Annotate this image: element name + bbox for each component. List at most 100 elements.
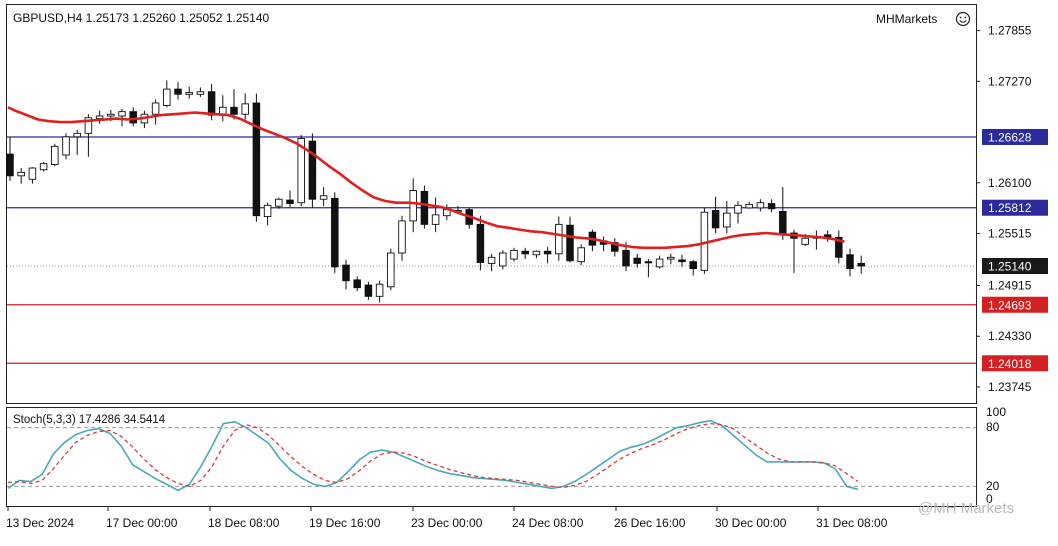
stoch-k-line [7,419,859,492]
candle-bull [499,252,507,267]
level-price-tag: 1.26628 [988,130,1032,144]
candle-bear [207,91,216,116]
stoch-panel-frame [6,407,977,507]
time-tick-label: 26 Dec 16:00 [614,516,686,530]
candle-bear [230,106,238,115]
candle-bull [241,103,249,115]
candle-bull [745,203,753,209]
candle-bull [532,250,541,256]
candle-bear [543,250,552,255]
candle-bull [185,92,193,95]
price-panel-frame [6,4,977,404]
candle-bull [398,220,406,254]
candle-bull [73,132,81,138]
candle-bear [420,190,429,225]
candle-bull [151,102,160,115]
candle-bear [342,264,350,282]
time-tick-label: 17 Dec 00:00 [106,516,178,530]
stoch-tick-label: 80 [986,420,1000,434]
price-tick-label: 1.26100 [988,176,1032,190]
level-price-tag: 1.24018 [988,357,1032,371]
time-tick-label: 24 Dec 08:00 [512,516,584,530]
candle-bear [622,249,630,267]
candle-bull [62,136,70,156]
price-tick-label: 1.24915 [988,279,1032,293]
price-axis: 1.27855 1.27270 1.26100 1.25515 1.24915 1.243… [976,24,1048,394]
candle-bull [275,198,283,207]
candle-bear [711,210,720,229]
level-price-tag-bg [982,128,1048,145]
candle-bear [286,199,294,205]
price-tick-label: 1.27270 [988,74,1032,88]
candle-bear [364,284,373,297]
candle-bull [319,195,328,200]
candle-bull [409,190,417,222]
candle-bull [510,249,518,260]
candle-bull [297,138,305,204]
candle-bull [39,163,48,171]
candle-bear [689,261,697,270]
candle-bear [767,203,776,210]
candle-bear [252,102,261,217]
candle-bull [263,204,272,218]
candle-bull [387,252,395,288]
candle-bull [487,256,496,264]
moving-average-line [7,106,845,250]
candle-bull [163,88,171,107]
candle-bull [431,214,440,225]
candle-bear [644,261,653,264]
brand-label: MHMarkets [876,12,937,26]
watermark: @MH Markets [918,500,1014,517]
level-price-tag-bg [982,355,1048,372]
time-tick-label: 18 Dec 08:00 [208,516,280,530]
stoch-tick-label: 100 [986,405,1006,419]
time-axis: 13 Dec 2024 17 Dec 00:00 18 Dec 08:00 19 De… [6,506,888,530]
candle-bear [835,236,843,258]
time-tick-label: 13 Dec 2024 [6,516,74,530]
stoch-tick-label: 20 [986,479,1000,493]
candle-bear [129,111,137,124]
candle-bull [107,113,115,117]
level-lines [7,136,976,364]
candle-bull [28,167,37,180]
symbol-ohlc-header: GBPUSD,H4 1.25173 1.25260 1.25052 1.2514… [13,11,270,25]
price-tick-label: 1.23745 [988,380,1032,394]
candle-bear [566,224,574,262]
candle-bear [678,259,686,263]
candle-bear [174,88,182,95]
moving-average [7,106,845,250]
time-tick-label: 31 Dec 08:00 [816,516,888,530]
candle-bull [801,237,809,245]
level-price-tag: 1.25812 [988,201,1032,215]
candle-bull [95,115,104,120]
time-tick-label: 30 Dec 00:00 [715,516,787,530]
stoch-tick-label: 0 [986,492,993,506]
candle-bear [6,153,14,177]
price-tick-label: 1.27855 [988,24,1032,38]
stoch-label: Stoch(5,3,3) 17.4286 34.5414 [13,414,166,426]
candle-bull [51,145,59,165]
candle-bull [577,247,585,263]
candle-bear [633,257,641,264]
price-tick-label: 1.25515 [988,226,1032,240]
price-tick-label: 1.24330 [988,329,1032,343]
candle-bull [667,256,675,260]
candle-bull [84,117,93,134]
candle-bear [308,140,317,200]
candle-bear [353,279,361,289]
candle-bear [857,262,865,267]
candle-bull [756,202,765,209]
candle-bull [375,283,384,297]
level-price-tag: 1.24693 [988,298,1032,312]
candle-bull [118,111,126,117]
candle-bull [734,204,742,214]
current-price-tag-bg [982,257,1048,274]
candle-bear [521,250,529,255]
candle-bull [723,212,731,228]
candle-bear [331,197,339,268]
candle-bull [17,171,25,177]
time-tick-label: 19 Dec 16:00 [309,516,381,530]
candle-bear [779,210,787,236]
